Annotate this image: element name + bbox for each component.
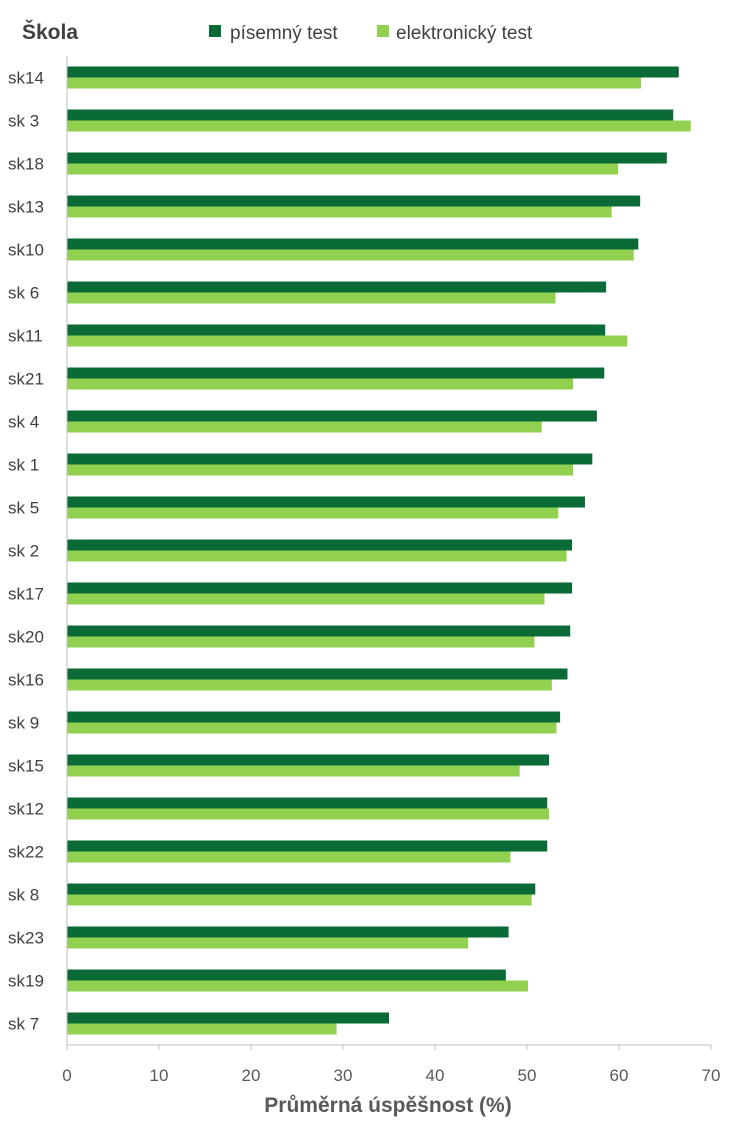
category-label-sk14: sk14 [8, 69, 44, 88]
category-label-sk1: sk 1 [8, 456, 39, 475]
bar-elektronicky-sk1 [67, 464, 573, 476]
bar-pisemny-sk21 [67, 367, 605, 379]
bar-pisemny-sk11 [67, 324, 606, 336]
category-label-sk20: sk20 [8, 628, 44, 647]
bar-elektronicky-sk15 [67, 765, 520, 777]
x-tick-label-0: 0 [62, 1066, 71, 1085]
category-label-sk4: sk 4 [8, 413, 39, 432]
bar-elektronicky-sk23 [67, 937, 469, 949]
bar-pisemny-sk5 [67, 496, 585, 508]
bars-group [67, 66, 691, 1035]
bar-pisemny-sk8 [67, 883, 536, 895]
bar-elektronicky-sk2 [67, 550, 567, 562]
bar-pisemny-sk13 [67, 195, 641, 207]
bar-elektronicky-sk19 [67, 980, 528, 992]
bar-elektronicky-sk4 [67, 421, 542, 433]
category-label-sk21: sk21 [8, 370, 44, 389]
category-label-sk8: sk 8 [8, 886, 39, 905]
category-label-sk9: sk 9 [8, 714, 39, 733]
bar-elektronicky-sk11 [67, 335, 628, 347]
bar-pisemny-sk2 [67, 539, 573, 551]
category-label-sk15: sk15 [8, 757, 44, 776]
category-label-sk17: sk17 [8, 585, 44, 604]
category-label-sk12: sk12 [8, 800, 44, 819]
bar-pisemny-sk17 [67, 582, 573, 594]
bar-elektronicky-sk3 [67, 120, 691, 132]
category-label-sk19: sk19 [8, 972, 44, 991]
bar-pisemny-sk19 [67, 969, 506, 981]
category-label-sk7: sk 7 [8, 1015, 39, 1034]
bar-pisemny-sk16 [67, 668, 568, 680]
category-label-sk3: sk 3 [8, 112, 39, 131]
bar-pisemny-sk18 [67, 152, 667, 164]
bar-pisemny-sk9 [67, 711, 561, 723]
category-label-sk6: sk 6 [8, 284, 39, 303]
bar-elektronicky-sk8 [67, 894, 532, 906]
bar-elektronicky-sk6 [67, 292, 556, 304]
category-label-sk13: sk13 [8, 198, 44, 217]
legend-label-elektronicky: elektronický test [396, 23, 533, 44]
bar-elektronicky-sk20 [67, 636, 535, 648]
category-labels: sk14 sk 3 sk18 sk13 sk10 sk 6 sk11 sk21 sk 4 sk 1… [8, 69, 44, 1034]
category-label-sk11: sk11 [8, 327, 43, 346]
bar-pisemny-sk4 [67, 410, 597, 422]
category-label-sk18: sk18 [8, 155, 44, 174]
bar-pisemny-sk22 [67, 840, 548, 852]
bar-elektronicky-sk12 [67, 808, 550, 820]
category-label-sk16: sk16 [8, 671, 44, 690]
x-tick-label-20: 20 [242, 1066, 261, 1085]
bar-pisemny-sk1 [67, 453, 593, 465]
category-label-sk2: sk 2 [8, 542, 39, 561]
bar-elektronicky-sk7 [67, 1023, 337, 1035]
bar-pisemny-sk15 [67, 754, 550, 766]
bar-elektronicky-sk16 [67, 679, 552, 691]
bar-pisemny-sk7 [67, 1012, 389, 1024]
x-tick-label-40: 40 [426, 1066, 445, 1085]
bar-pisemny-sk6 [67, 281, 607, 293]
x-tick-label-50: 50 [518, 1066, 537, 1085]
category-label-sk5: sk 5 [8, 499, 39, 518]
bar-pisemny-sk12 [67, 797, 548, 809]
x-tick-label-10: 10 [150, 1066, 169, 1085]
x-axis-title: Průměrná úspěšnost (%) [264, 1094, 511, 1117]
bar-elektronicky-sk18 [67, 163, 619, 175]
y-axis-title: Škola [22, 20, 78, 44]
x-tick-label-30: 30 [334, 1066, 353, 1085]
bar-pisemny-sk10 [67, 238, 639, 250]
bar-pisemny-sk3 [67, 109, 674, 121]
bar-elektronicky-sk21 [67, 378, 573, 390]
legend-swatch-elektronicky [377, 25, 389, 37]
bar-pisemny-sk14 [67, 66, 679, 78]
category-label-sk10: sk10 [8, 241, 44, 260]
bar-elektronicky-sk17 [67, 593, 545, 605]
bar-pisemny-sk23 [67, 926, 509, 938]
legend: písemný test elektronický test [209, 23, 533, 44]
bar-elektronicky-sk9 [67, 722, 557, 734]
legend-swatch-pisemny [209, 25, 221, 37]
bar-elektronicky-sk10 [67, 249, 634, 261]
bar-pisemny-sk20 [67, 625, 571, 637]
x-tick-labels: 0 10 20 30 40 50 60 70 [62, 1045, 720, 1085]
bar-elektronicky-sk13 [67, 206, 612, 218]
bar-elektronicky-sk22 [67, 851, 511, 863]
bar-elektronicky-sk5 [67, 507, 559, 519]
x-tick-label-70: 70 [702, 1066, 721, 1085]
category-label-sk22: sk22 [8, 843, 44, 862]
x-tick-label-60: 60 [610, 1066, 629, 1085]
category-label-sk23: sk23 [8, 929, 44, 948]
legend-label-pisemny: písemný test [230, 23, 338, 44]
bar-elektronicky-sk14 [67, 77, 642, 89]
